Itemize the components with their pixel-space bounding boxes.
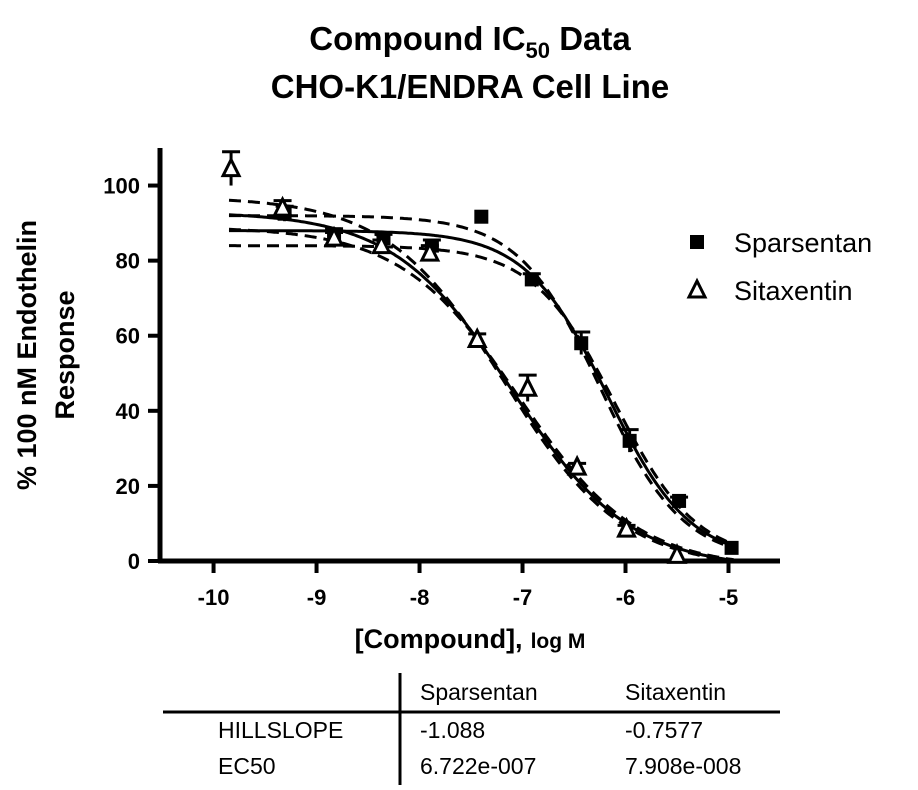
y-tick-label: 40 — [116, 399, 140, 424]
x-tick-label: -8 — [410, 585, 430, 610]
x-tick-label: -6 — [616, 585, 636, 610]
table-cell: 7.908e-008 — [625, 753, 741, 779]
table-cell: 6.722e-007 — [420, 753, 536, 779]
legend-label-sitaxentin: Sitaxentin — [734, 276, 853, 306]
y-tick-label: 0 — [128, 549, 140, 574]
data-point-sparsentan — [474, 209, 489, 224]
data-point-sitaxentin — [220, 156, 242, 178]
y-tick-label: 60 — [116, 324, 140, 349]
table-cell: -0.7577 — [625, 717, 703, 743]
data-point-sitaxentin — [517, 375, 539, 397]
table-column-header: Sparsentan — [420, 679, 538, 705]
table-row-label: EC50 — [218, 753, 276, 779]
confidence-band-sparsentan — [229, 214, 735, 550]
data-point-sparsentan — [622, 433, 637, 448]
fit-curve-sparsentan — [229, 229, 735, 548]
confidence-band-sitaxentin — [228, 198, 734, 563]
data-point-sitaxentin — [272, 195, 293, 217]
y-tick-label: 100 — [103, 174, 140, 199]
table-row-label: HILLSLOPE — [218, 717, 343, 743]
confidence-band-sparsentan — [229, 244, 735, 546]
data-point-sparsentan — [524, 272, 539, 287]
table-column-header: Sitaxentin — [625, 679, 726, 705]
confidence-band-sitaxentin — [228, 227, 734, 562]
legend-triangle-icon — [686, 277, 708, 299]
fit-curve-sitaxentin — [228, 213, 734, 562]
y-axis-label-line1: % 100 nM Endothelin — [12, 220, 42, 490]
chart-title: Compound IC50 Data — [309, 20, 631, 63]
y-axis-label-line2: Response — [50, 290, 80, 419]
x-axis-label: [Compound], log M — [355, 624, 586, 654]
data-point-sitaxentin — [466, 327, 488, 348]
data-point-sitaxentin — [419, 240, 441, 262]
x-tick-label: -9 — [307, 585, 327, 610]
data-point-sitaxentin — [616, 516, 637, 538]
y-tick-label: 80 — [116, 249, 140, 274]
data-point-sitaxentin — [323, 225, 345, 247]
data-point-sitaxentin — [666, 543, 688, 564]
legend-label-sparsentan: Sparsentan — [734, 228, 872, 258]
x-tick-label: -10 — [198, 585, 230, 610]
table-cell: -1.088 — [420, 717, 485, 743]
x-tick-label: -5 — [719, 585, 739, 610]
data-point-sitaxentin — [371, 233, 392, 255]
y-tick-label: 20 — [116, 474, 140, 499]
legend-square-icon — [690, 235, 704, 249]
data-point-sparsentan — [724, 540, 739, 555]
data-point-sparsentan — [574, 336, 589, 351]
x-tick-label: -7 — [513, 585, 533, 610]
chart-subtitle: CHO-K1/ENDRA Cell Line — [271, 68, 669, 105]
data-point-sitaxentin — [566, 454, 588, 476]
data-point-sparsentan — [672, 493, 687, 508]
